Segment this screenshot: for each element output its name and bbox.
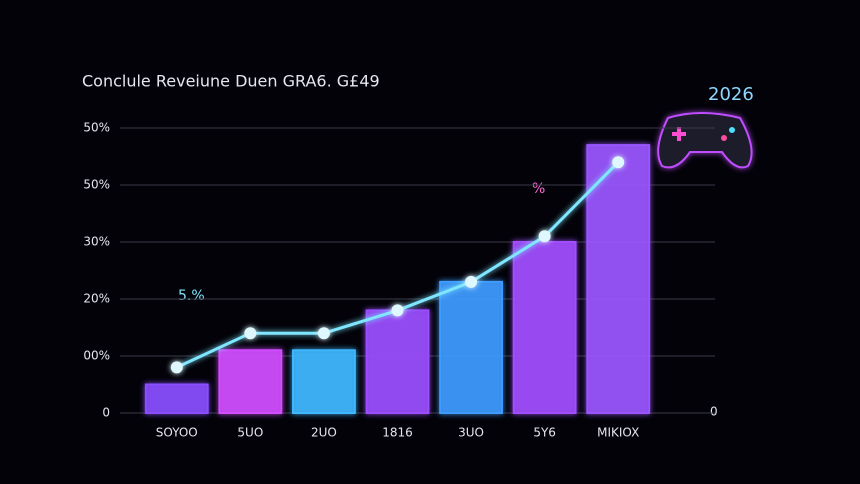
y-tick-label: 0	[102, 406, 110, 420]
y-tick-label: 20%	[83, 292, 110, 306]
bar	[365, 309, 430, 414]
y-tick-label: 00%	[83, 349, 110, 363]
x-tick-label: MIKIOX	[597, 426, 639, 440]
trend-point	[465, 275, 478, 288]
y-tick-label: 30%	[83, 235, 110, 249]
bar	[439, 280, 503, 414]
x-tick-label: 2UO	[311, 426, 337, 440]
y-tick-label: 50%	[83, 121, 110, 135]
x-tick-label: 1816	[382, 426, 413, 440]
trend-point	[538, 230, 551, 243]
x-tick-label: SOYOO	[156, 426, 198, 440]
trend-point	[391, 304, 404, 317]
y-tick-label: 50%	[83, 178, 110, 192]
bar	[512, 241, 577, 414]
bar	[586, 144, 651, 414]
x-tick-label: 3UO	[458, 426, 484, 440]
trend-point	[612, 156, 625, 169]
x-tick-label: 5Y6	[533, 426, 556, 440]
bar	[292, 349, 356, 414]
bar	[144, 383, 209, 414]
trend-point	[244, 327, 257, 340]
bar	[218, 349, 283, 414]
annotation: %	[532, 181, 545, 197]
trend-point	[317, 327, 330, 340]
chart-title: Conclule Reveiune Duen GRA6. G£49	[82, 72, 380, 91]
controller-icon	[657, 112, 753, 169]
annotation: 0	[710, 405, 718, 419]
trend-point	[170, 361, 183, 374]
annotation: 5.%	[178, 288, 205, 304]
x-tick-label: 5UO	[237, 426, 263, 440]
annotation: 2026	[708, 84, 754, 105]
